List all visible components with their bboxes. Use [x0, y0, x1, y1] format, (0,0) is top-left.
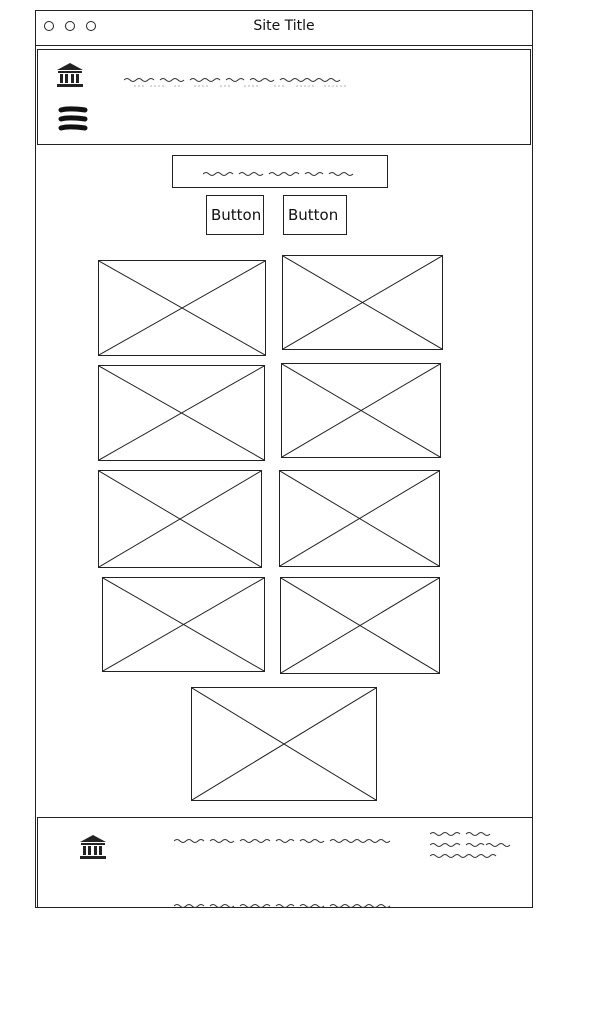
site-title: Site Title [253, 18, 315, 34]
window-close-dot[interactable] [44, 21, 54, 31]
footer-info-placeholder [429, 830, 514, 864]
footer [37, 817, 533, 908]
image-placeholder [279, 470, 440, 567]
hamburger-icon[interactable] [58, 105, 88, 133]
button-secondary[interactable]: Button [283, 195, 347, 235]
image-placeholder [102, 577, 265, 672]
header [37, 49, 531, 145]
bank-icon[interactable] [79, 834, 107, 860]
image-placeholder [191, 687, 377, 801]
image-placeholder [282, 255, 443, 350]
nav-links-placeholder [123, 74, 354, 87]
search-input[interactable] [172, 155, 388, 188]
footer-copyright-placeholder [173, 895, 404, 914]
image-placeholder [280, 577, 440, 674]
window-maximize-dot[interactable] [86, 21, 96, 31]
title-bar: Site Title [35, 10, 533, 46]
image-placeholder [98, 260, 266, 356]
button-primary[interactable]: Button [206, 195, 264, 235]
image-placeholder [98, 470, 262, 568]
bank-icon[interactable] [56, 62, 84, 88]
window-minimize-dot[interactable] [65, 21, 75, 31]
footer-links-placeholder [173, 830, 404, 849]
image-placeholder [281, 363, 441, 458]
image-placeholder [98, 365, 265, 461]
